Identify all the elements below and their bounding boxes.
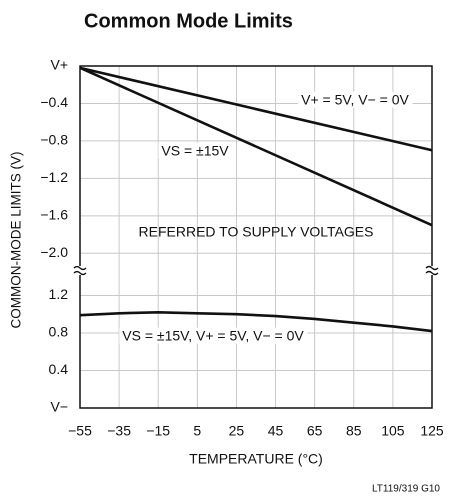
axis-break <box>425 265 439 276</box>
x-axis-label: TEMPERATURE (°C) <box>189 451 323 467</box>
x-tick-label: 125 <box>420 423 444 439</box>
y-tick-label: 1.2 <box>49 286 69 302</box>
x-tick-label: 25 <box>229 423 245 439</box>
y-tick-label: −1.6 <box>40 207 68 223</box>
x-tick-label: 65 <box>307 423 323 439</box>
y-tick-label: −1.2 <box>40 169 68 185</box>
line-series <box>79 66 433 152</box>
y-tick-label: V+ <box>50 57 68 73</box>
x-tick-label: −15 <box>146 423 170 439</box>
x-tick-label: −35 <box>107 423 131 439</box>
x-tick-label: 85 <box>346 423 362 439</box>
y-tick-label: V− <box>50 399 68 415</box>
plot-frame <box>79 65 433 409</box>
label-background <box>119 327 308 344</box>
y-tick-label: 0.8 <box>49 324 69 340</box>
y-tick-label: 0.4 <box>49 361 69 377</box>
label-background <box>158 142 233 159</box>
series-label: V+ = 5V, V− = 0V <box>301 92 409 108</box>
x-tick-label: 105 <box>381 423 405 439</box>
axis-break-gap <box>75 266 85 275</box>
annotation: REFERRED TO SUPPLY VOLTAGES <box>139 224 374 240</box>
axis-break <box>73 265 87 276</box>
series-label: VS = ±15V, V+ = 5V, V− = 0V <box>122 328 304 344</box>
x-tick-label: −55 <box>68 423 92 439</box>
chart-title: Common Mode Limits <box>84 10 293 32</box>
plot: V+ −0.4 −0.8 −1.2 −1.6 −2.0 REFERRED TO SUPPLY… <box>40 57 444 439</box>
y-tick-label: −0.8 <box>40 132 68 148</box>
series-label: VS = ±15V <box>161 143 229 159</box>
axis-break-gap <box>427 266 437 275</box>
x-tick-label: 45 <box>268 423 284 439</box>
line-series <box>79 66 433 227</box>
label-background <box>298 91 413 108</box>
y-tick-label: −2.0 <box>40 244 68 260</box>
y-tick-label: −0.4 <box>40 94 68 110</box>
y-axis-label: COMMON-MODE LIMITS (V) <box>9 152 24 329</box>
figure-note: LT119/319 G10 <box>372 484 440 495</box>
line-series <box>79 311 433 333</box>
x-tick-label: 5 <box>193 423 201 439</box>
